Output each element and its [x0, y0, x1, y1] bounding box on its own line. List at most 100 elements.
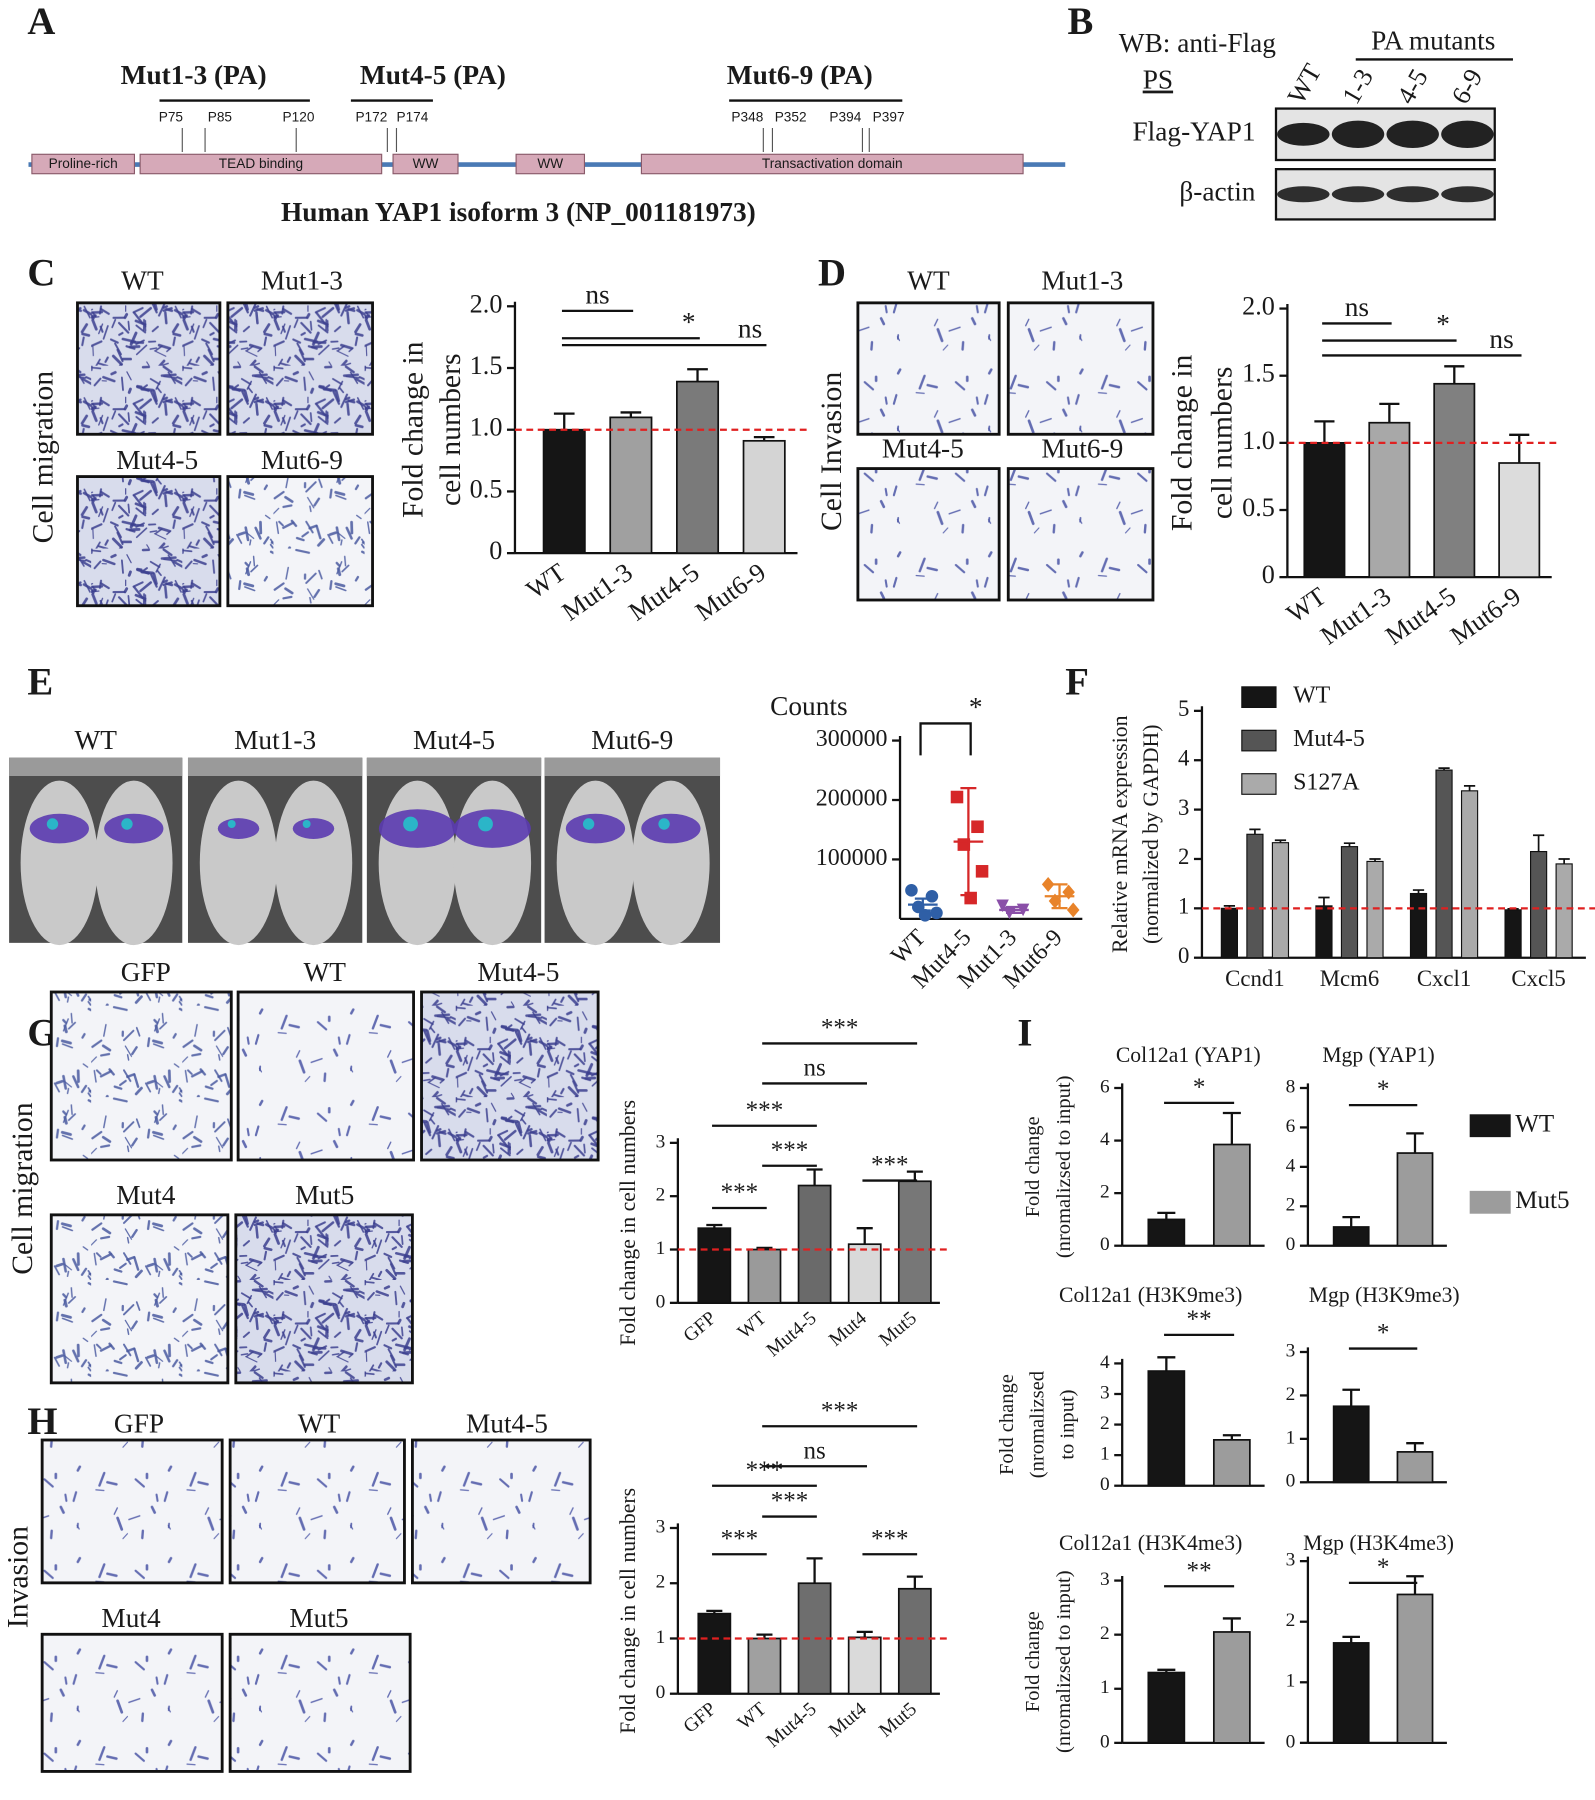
side-label: Cell migration: [27, 371, 59, 544]
micrograph: [856, 467, 1001, 602]
error-bar: [620, 411, 642, 418]
bar: [1529, 850, 1548, 959]
mutant-group: Mut1-3 (PA): [121, 60, 267, 90]
signal: [104, 813, 164, 844]
y-tick-label: 0: [1286, 1731, 1296, 1752]
bar: [1246, 833, 1264, 959]
signal-core: [302, 820, 311, 828]
blot-band: [1441, 186, 1494, 203]
bar: [609, 416, 653, 555]
blot-band: [1386, 186, 1439, 203]
y-tick-label: 0: [656, 1682, 666, 1703]
bar: [1460, 790, 1479, 959]
y-axis-label: Counts: [770, 691, 847, 721]
y-tick-label: 4: [1286, 1155, 1296, 1176]
y-tick-label: 0: [1100, 1234, 1110, 1255]
caption: Human YAP1 isoform 3 (NP_001181973): [281, 197, 756, 227]
legend-label: WT: [1515, 1110, 1554, 1137]
chart-title: Col12a1 (YAP1): [1116, 1043, 1261, 1067]
point: [930, 906, 943, 920]
domain: [392, 153, 459, 175]
error-bar: [806, 1557, 823, 1584]
y-axis-label: Fold change in cell numbers: [616, 1488, 640, 1734]
significance-label: ***: [871, 1152, 909, 1179]
image-label: Mut1-3: [1041, 266, 1123, 296]
error-bar: [1509, 433, 1530, 463]
legend-label: S127A: [1293, 769, 1360, 795]
mouse-body: [453, 780, 532, 946]
y-axis-label: Fold change: [996, 1374, 1018, 1475]
bar: [1366, 860, 1384, 959]
signal-core: [658, 818, 670, 830]
x-tick-label: Cxcl5: [1511, 966, 1565, 991]
significance-label: ***: [821, 1014, 859, 1041]
bar: [1396, 1451, 1434, 1484]
bar: [1433, 382, 1476, 578]
x-tick-label: WT: [734, 1698, 771, 1734]
domain-label: Proline-rich: [49, 156, 118, 171]
bar: [1368, 421, 1411, 578]
x-tick-label: Mut1-3: [557, 557, 638, 626]
significance-label: ***: [821, 1397, 859, 1424]
y-tick-label: 1: [1100, 1444, 1110, 1465]
bar: [847, 1636, 882, 1695]
mouse-body: [199, 780, 278, 946]
micrograph: [228, 1632, 412, 1773]
lane-label: 6-9: [1446, 64, 1489, 109]
x-tick-label: Ccnd1: [1225, 966, 1284, 991]
y-tick-label: 2.0: [1242, 292, 1275, 321]
site-label: P85: [208, 109, 233, 124]
legend-label: Mut5: [1515, 1187, 1569, 1214]
bar: [1147, 1370, 1186, 1487]
signal-core: [46, 818, 59, 830]
error-bar: [1342, 1215, 1360, 1227]
significance-label: ns: [738, 314, 762, 344]
signal-core: [582, 818, 595, 830]
micrograph: [40, 1632, 224, 1773]
signal: [453, 809, 531, 848]
bar: [1504, 909, 1522, 959]
error-bar: [1318, 896, 1330, 906]
x-tick-label: GFP: [680, 1699, 721, 1738]
micrograph: [226, 475, 374, 608]
y-tick-label: 6: [1100, 1076, 1110, 1097]
bar: [1212, 1439, 1251, 1487]
image-label: Mut4: [101, 1603, 161, 1633]
mouse-body: [632, 780, 710, 946]
significance-label: *: [969, 692, 983, 722]
bar: [1332, 1405, 1370, 1484]
y-tick-label: 2: [1286, 1195, 1296, 1216]
wb-group: PA mutants: [1371, 26, 1495, 56]
image-label: WT: [907, 266, 950, 296]
y-tick-label: 5: [1178, 696, 1189, 721]
image-label: GFP: [121, 957, 171, 987]
panel-letter: C: [27, 251, 55, 294]
bar: [1271, 842, 1290, 959]
site-label: P352: [775, 109, 807, 124]
y-tick-label: 0.5: [1242, 493, 1275, 522]
significance-label: ns: [585, 279, 609, 309]
blot-band: [1277, 122, 1330, 146]
error-bar: [1005, 905, 1022, 915]
y-tick-label: 0: [1262, 560, 1275, 589]
y-axis-label: (nromalizsed to input): [1053, 1076, 1075, 1259]
y-tick-label: 2.0: [470, 289, 503, 318]
error-bar: [1342, 1388, 1360, 1407]
significance-label: ns: [1489, 324, 1513, 354]
error-bar: [1558, 858, 1570, 864]
x-tick-label: WT: [734, 1308, 771, 1344]
point: [964, 891, 977, 905]
domain: [31, 153, 136, 175]
y-tick-label: 1: [1178, 894, 1189, 919]
image-label: Mut5: [295, 1180, 354, 1210]
error-bar: [806, 1168, 823, 1186]
image-label: Mut4-5: [882, 434, 964, 464]
y-tick-label: 2: [1100, 1413, 1110, 1434]
y-tick-label: 3: [656, 1516, 666, 1537]
bar: [1409, 892, 1428, 959]
micrograph: [76, 475, 222, 608]
panel-letter: H: [27, 1400, 57, 1443]
y-tick-label: 2: [656, 1572, 666, 1593]
legend-swatch: [1469, 1114, 1511, 1138]
x-tick-label: Mut4-5: [623, 557, 704, 626]
